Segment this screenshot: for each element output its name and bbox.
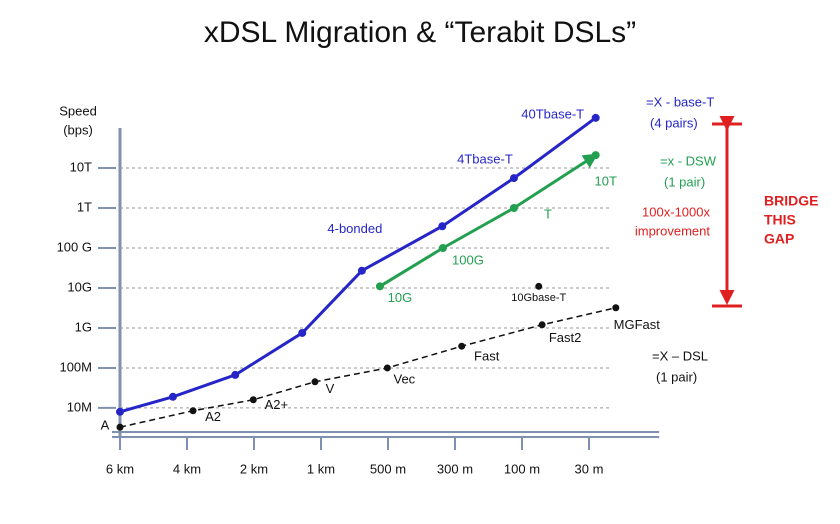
point-label: 100G [452, 252, 484, 267]
point [116, 423, 124, 431]
point-label: Vec [393, 371, 415, 386]
point-label: MGFast [614, 317, 661, 332]
point [591, 113, 600, 122]
point [383, 364, 391, 372]
point-label: 4Tbase-T [457, 152, 513, 167]
legend-note: (1 pair) [656, 369, 697, 384]
axis-label: (bps) [63, 122, 93, 137]
point [438, 222, 447, 231]
x-tick-label: 300 m [437, 461, 473, 476]
gap-callout: BRIDGE [764, 193, 818, 209]
point [189, 407, 197, 415]
point [168, 392, 177, 401]
point [311, 378, 319, 386]
point [249, 396, 257, 404]
point [357, 266, 366, 275]
chart-title: xDSL Migration & “Terabit DSLs” [204, 16, 636, 49]
gap-callout: THIS [764, 212, 796, 228]
point-label: V [326, 381, 335, 396]
point-label: A2 [205, 409, 221, 424]
point [298, 328, 307, 337]
legend-note: (4 pairs) [650, 115, 698, 130]
gap-note: improvement [635, 223, 711, 238]
x-tick-label: 4 km [173, 461, 201, 476]
point-label: 10T [594, 174, 616, 189]
gap-note: 100x-1000x [642, 204, 710, 219]
y-tick-label: 1G [75, 319, 92, 334]
x-tick-label: 30 m [575, 461, 604, 476]
x-tick-label: 6 km [106, 461, 134, 476]
legend-note: (1 pair) [664, 174, 705, 189]
point-label: A [101, 418, 110, 433]
point [116, 407, 124, 416]
point-label: Fast2 [549, 330, 582, 345]
point [231, 370, 240, 379]
series-line [379, 153, 599, 288]
y-tick-label: 100 G [57, 239, 92, 254]
point [509, 204, 518, 213]
point [535, 282, 543, 290]
point [375, 282, 384, 291]
legend-entry: =X - base-T [646, 94, 714, 109]
point [591, 151, 600, 160]
y-tick-label: 10M [67, 399, 92, 414]
y-tick-label: 10T [70, 159, 92, 174]
axis-label: Speed [59, 103, 97, 118]
point-label: 4-bonded [327, 221, 382, 236]
point [538, 321, 546, 329]
point-label: T [544, 206, 552, 221]
x-tick-label: 2 km [240, 461, 268, 476]
point [458, 342, 466, 350]
point-label: 10Gbase-T [511, 292, 566, 304]
gap-callout: GAP [764, 231, 794, 247]
point-label: 40Tbase-T [521, 106, 584, 121]
legend-entry: =x - DSW [660, 153, 717, 168]
x-tick-label: 1 km [307, 461, 335, 476]
x-tick-label: 500 m [370, 461, 406, 476]
point [612, 304, 620, 312]
series-line [119, 116, 597, 414]
point-label: A2+ [265, 397, 289, 412]
y-tick-label: 10G [67, 279, 92, 294]
x-tick-label: 100 m [504, 461, 540, 476]
y-tick-label: 100M [59, 359, 92, 374]
legend-entry: =X – DSL [652, 348, 708, 363]
point-label: 10G [388, 290, 413, 305]
y-tick-label: 1T [77, 199, 92, 214]
point [438, 243, 447, 252]
point [509, 174, 518, 183]
series-line [119, 307, 616, 428]
point-label: Fast [474, 349, 500, 364]
